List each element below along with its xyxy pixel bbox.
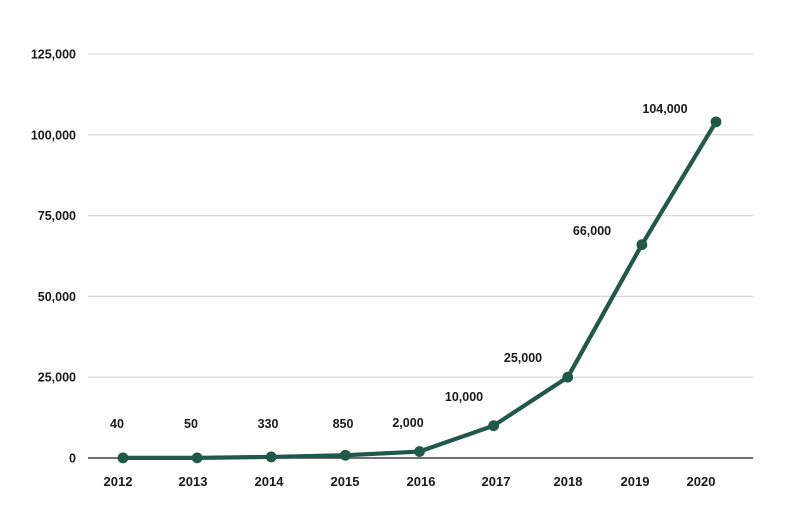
data-point-2013 — [191, 452, 203, 464]
y-tick-label: 25,000 — [38, 371, 76, 385]
y-tick-label: 75,000 — [38, 209, 76, 223]
point-label-2014: 330 — [258, 417, 279, 431]
data-point-2012 — [117, 452, 129, 464]
x-tick-label-2020: 2020 — [687, 474, 716, 489]
data-point-2019 — [636, 239, 648, 251]
y-tick-label: 100,000 — [31, 128, 76, 142]
point-label-2020: 104,000 — [642, 102, 687, 116]
y-tick-label: 125,000 — [31, 48, 76, 62]
data-point-2015 — [339, 449, 351, 461]
y-tick-label: 50,000 — [38, 290, 76, 304]
data-point-2018 — [562, 371, 574, 383]
point-label-2015: 850 — [333, 417, 354, 431]
x-tick-label-2017: 2017 — [482, 474, 511, 489]
point-label-2017: 10,000 — [445, 390, 483, 404]
data-point-2016 — [414, 446, 425, 457]
point-label-2019: 66,000 — [573, 224, 611, 238]
point-label-2016: 2,000 — [392, 416, 423, 430]
x-tick-label-2019: 2019 — [621, 474, 650, 489]
point-label-2018: 25,000 — [504, 351, 542, 365]
trend-line — [120, 119, 719, 460]
y-tick-label: 0 — [69, 452, 76, 466]
x-tick-label-2016: 2016 — [407, 474, 436, 489]
data-point-2020 — [710, 116, 722, 128]
x-tick-label-2012: 2012 — [104, 474, 133, 489]
x-tick-label-2018: 2018 — [554, 474, 583, 489]
x-tick-label-2013: 2013 — [179, 474, 208, 489]
data-point-2014 — [265, 451, 277, 463]
point-label-2012: 40 — [110, 417, 124, 431]
data-point-2017 — [488, 420, 500, 432]
x-tick-label-2014: 2014 — [255, 474, 285, 489]
point-label-2013: 50 — [184, 417, 198, 431]
x-tick-label-2015: 2015 — [331, 474, 360, 489]
